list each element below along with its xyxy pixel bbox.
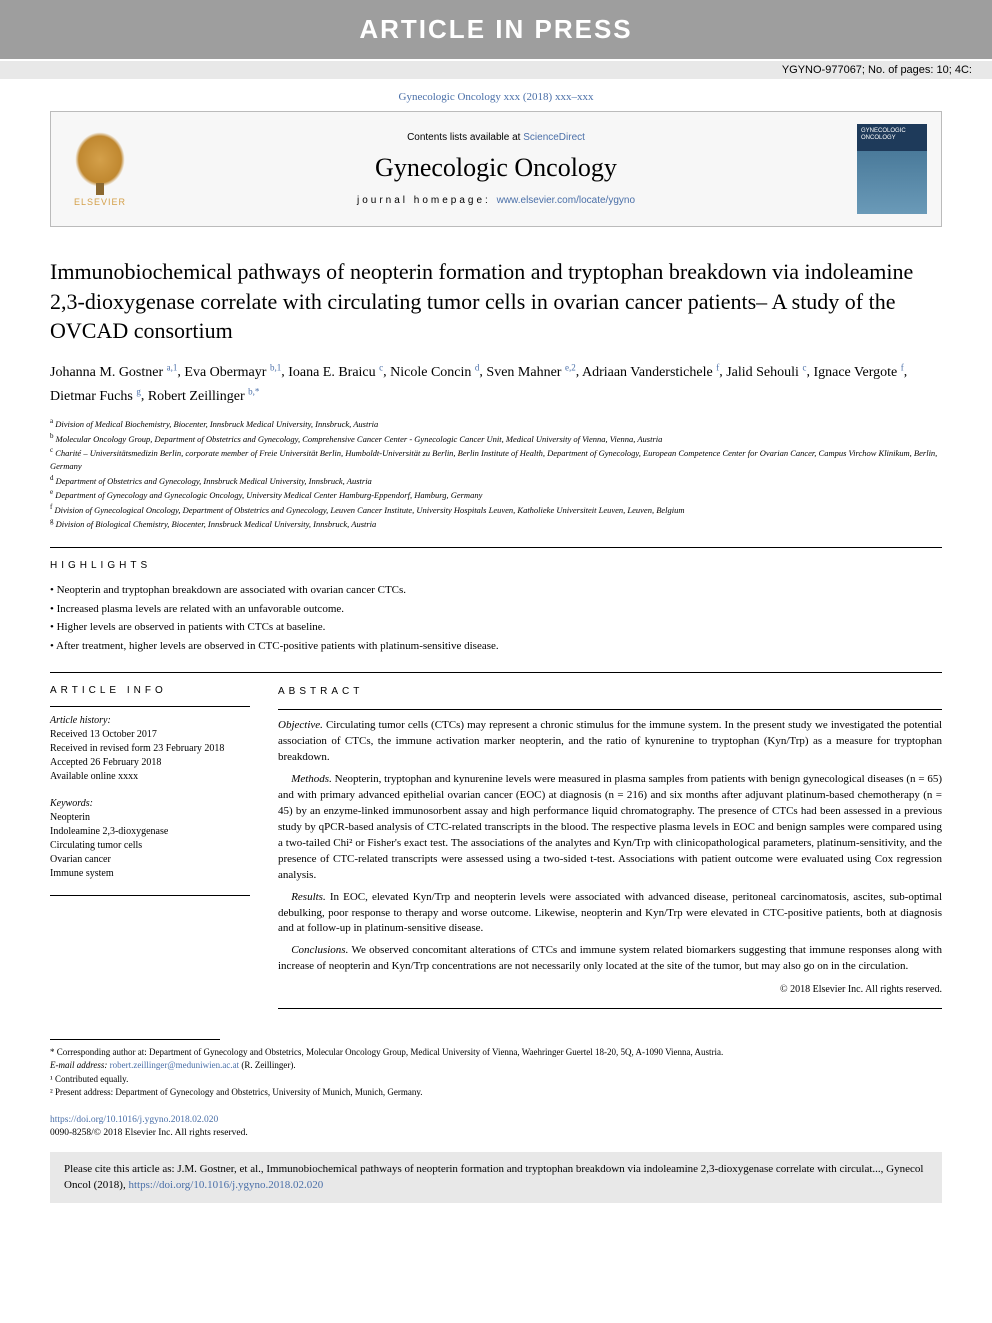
doi-copyright: 0090-8258/© 2018 Elsevier Inc. All right… (50, 1128, 248, 1138)
abstract-body: Objective. Circulating tumor cells (CTCs… (278, 718, 942, 975)
history-line: Received 13 October 2017 (50, 728, 250, 742)
affiliation: g Division of Biological Chemistry, Bioc… (50, 516, 942, 531)
author: Adriaan Vanderstichele f (582, 365, 719, 380)
highlight-item: Increased plasma levels are related with… (50, 600, 942, 619)
doi-link[interactable]: https://doi.org/10.1016/j.ygyno.2018.02.… (50, 1115, 218, 1125)
methods-text: Neopterin, tryptophan and kynurenine lev… (278, 773, 942, 881)
sciencedirect-link[interactable]: ScienceDirect (523, 132, 585, 143)
keyword: Circulating tumor cells (50, 839, 250, 853)
authors-list: Johanna M. Gostner a,1, Eva Obermayr b,1… (50, 360, 942, 408)
footnote-1: ¹ Contributed equally. (50, 1073, 942, 1087)
cite-box: Please cite this article as: J.M. Gostne… (50, 1152, 942, 1203)
elsevier-text: ELSEVIER (74, 197, 126, 207)
keyword: Indoleamine 2,3-dioxygenase (50, 825, 250, 839)
affiliation: e Department of Gynecology and Gynecolog… (50, 487, 942, 502)
abstract-label: ABSTRACT (278, 685, 942, 700)
highlights-label: HIGHLIGHTS (50, 560, 942, 571)
email-label: E-mail address: (50, 1060, 110, 1070)
homepage-url[interactable]: www.elsevier.com/locate/ygyno (497, 195, 635, 206)
cite-doi-link[interactable]: https://doi.org/10.1016/j.ygyno.2018.02.… (128, 1179, 323, 1191)
author: Eva Obermayr b,1 (184, 365, 281, 380)
affiliation: c Charité – Universitätsmedizin Berlin, … (50, 445, 942, 472)
objective-label: Objective. (278, 719, 323, 731)
objective-text: Circulating tumor cells (CTCs) may repre… (278, 719, 942, 763)
elsevier-logo: ELSEVIER (65, 129, 135, 209)
keyword: Immune system (50, 867, 250, 881)
article-in-press-banner: ARTICLE IN PRESS (0, 0, 992, 59)
author: Ignace Vergote f (813, 365, 903, 380)
highlight-item: Higher levels are observed in patients w… (50, 618, 942, 637)
author: Nicole Concin d (390, 365, 479, 380)
cover-text: GYNECOLOGIC ONCOLOGY (861, 128, 927, 141)
footnote-rule (50, 1039, 220, 1040)
results-label: Results. (291, 891, 326, 903)
footnotes: * Corresponding author at: Department of… (50, 1046, 942, 1100)
conclusions-text: We observed concomitant alterations of C… (278, 944, 942, 972)
keyword: Neopterin (50, 811, 250, 825)
email-line: E-mail address: robert.zeillinger@meduni… (50, 1059, 942, 1073)
affiliation: b Molecular Oncology Group, Department o… (50, 431, 942, 446)
email-link[interactable]: robert.zeillinger@meduniwien.ac.at (110, 1060, 240, 1070)
author: Johanna M. Gostner a,1 (50, 365, 177, 380)
rule (50, 706, 250, 707)
history-line: Received in revised form 23 February 201… (50, 742, 250, 756)
journal-masthead: ELSEVIER Contents lists available at Sci… (50, 111, 942, 227)
keywords-label: Keywords: (50, 798, 250, 809)
author: Ioana E. Braicu c (288, 365, 383, 380)
article-info-label: ARTICLE INFO (50, 685, 250, 696)
article-history: Article history: Received 13 October 201… (50, 715, 250, 784)
doi-block: https://doi.org/10.1016/j.ygyno.2018.02.… (50, 1114, 942, 1141)
homepage-line: journal homepage: www.elsevier.com/locat… (135, 195, 857, 206)
keywords-block: Keywords: NeopterinIndoleamine 2,3-dioxy… (50, 798, 250, 881)
highlight-item: Neopterin and tryptophan breakdown are a… (50, 581, 942, 600)
rule (278, 709, 942, 710)
footnote-2: ² Present address: Department of Gynecol… (50, 1086, 942, 1100)
highlights-list: Neopterin and tryptophan breakdown are a… (50, 581, 942, 656)
copyright-line: © 2018 Elsevier Inc. All rights reserved… (278, 983, 942, 998)
contents-prefix: Contents lists available at (407, 132, 523, 143)
author: Sven Mahner e,2 (486, 365, 575, 380)
rule (50, 672, 942, 673)
history-line: Accepted 26 February 2018 (50, 756, 250, 770)
affiliation: f Division of Gynecological Oncology, De… (50, 502, 942, 517)
affiliation: a Division of Medical Biochemistry, Bioc… (50, 416, 942, 431)
citation-line: Gynecologic Oncology xxx (2018) xxx–xxx (0, 79, 992, 111)
rule (278, 1008, 942, 1009)
journal-name: Gynecologic Oncology (135, 153, 857, 183)
affiliation: d Department of Obstetrics and Gynecolog… (50, 473, 942, 488)
corresponding-author: * Corresponding author at: Department of… (50, 1046, 942, 1060)
rule (50, 895, 250, 896)
email-suffix: (R. Zeillinger). (239, 1060, 295, 1070)
contents-line: Contents lists available at ScienceDirec… (135, 132, 857, 143)
homepage-label: journal homepage: (357, 195, 497, 206)
header-reference: YGYNO-977067; No. of pages: 10; 4C: (0, 59, 992, 79)
methods-label: Methods. (291, 773, 332, 785)
author: Robert Zeillinger b,* (148, 389, 260, 404)
article-title: Immunobiochemical pathways of neopterin … (50, 257, 942, 346)
history-line: Available online xxxx (50, 770, 250, 784)
elsevier-tree-icon (75, 132, 125, 187)
results-text: In EOC, elevated Kyn/Trp and neopterin l… (278, 891, 942, 935)
affiliations-list: a Division of Medical Biochemistry, Bioc… (50, 416, 942, 531)
rule (50, 547, 942, 548)
author: Dietmar Fuchs g (50, 389, 141, 404)
journal-cover: GYNECOLOGIC ONCOLOGY (857, 124, 927, 214)
author: Jalid Sehouli c (726, 365, 806, 380)
highlight-item: After treatment, higher levels are obser… (50, 637, 942, 656)
conclusions-label: Conclusions. (291, 944, 348, 956)
keyword: Ovarian cancer (50, 853, 250, 867)
history-label: Article history: (50, 715, 250, 726)
